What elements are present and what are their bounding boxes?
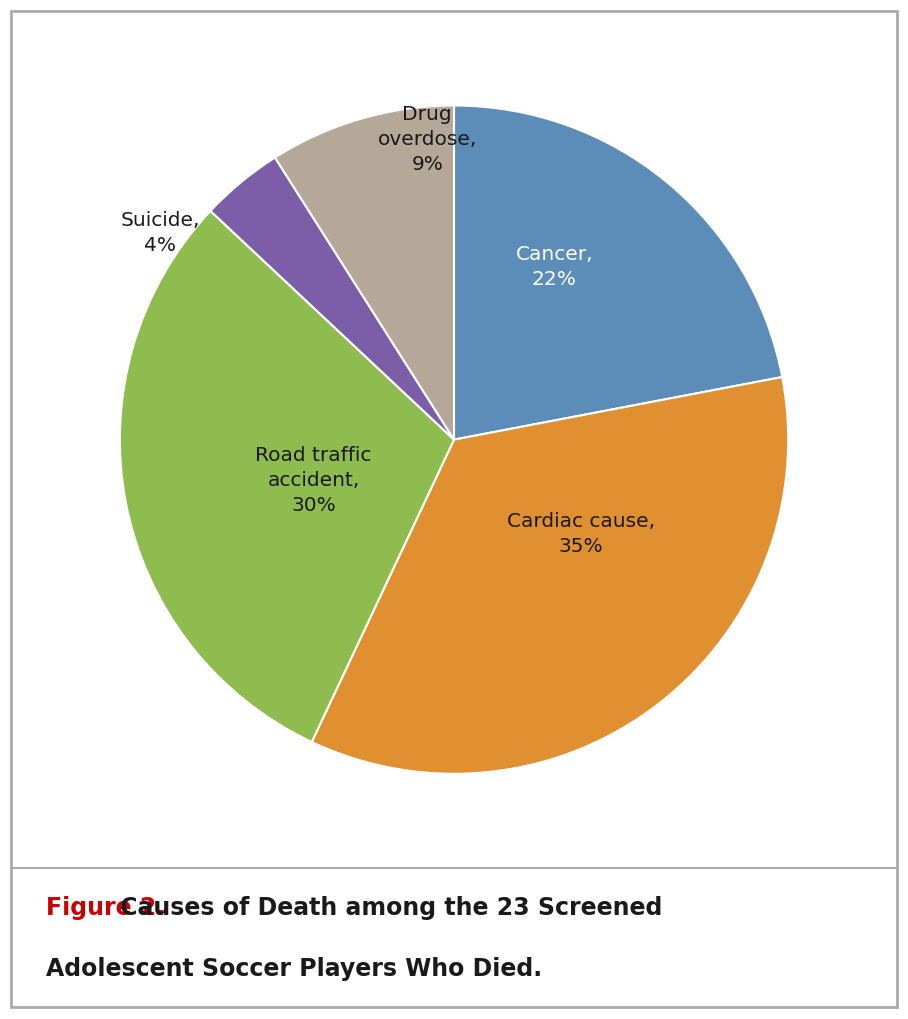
Text: Cancer,
22%: Cancer, 22% (516, 245, 593, 288)
Wedge shape (275, 106, 454, 440)
Text: Road traffic
accident,
30%: Road traffic accident, 30% (255, 445, 372, 515)
Wedge shape (120, 212, 454, 742)
Text: Cardiac cause,
35%: Cardiac cause, 35% (507, 512, 655, 555)
Text: Adolescent Soccer Players Who Died.: Adolescent Soccer Players Who Died. (46, 956, 542, 980)
Text: Drug
overdose,
9%: Drug overdose, 9% (378, 105, 477, 174)
Wedge shape (311, 378, 788, 774)
Text: Figure 2.: Figure 2. (46, 895, 165, 919)
Wedge shape (454, 106, 782, 440)
Text: Suicide,
4%: Suicide, 4% (120, 211, 200, 255)
Wedge shape (211, 158, 454, 440)
Text: Causes of Death among the 23 Screened: Causes of Death among the 23 Screened (46, 895, 663, 919)
